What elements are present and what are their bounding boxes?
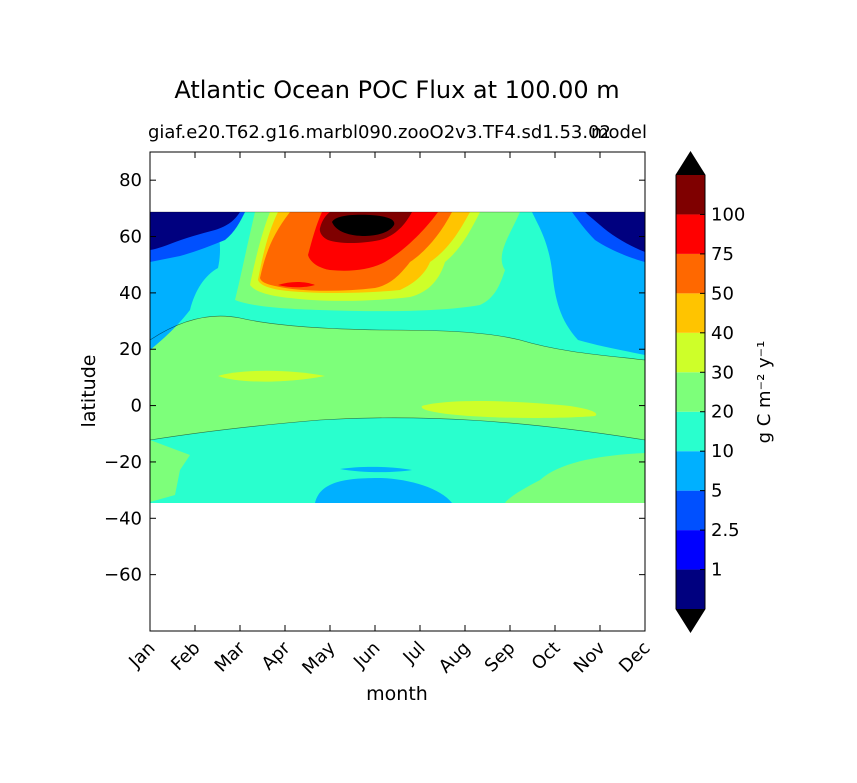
y-tick-label: −20 — [104, 452, 142, 473]
contour-yellow-equator — [421, 401, 597, 418]
colorbar-tick-label: 20 — [711, 402, 734, 423]
colorbar-tick-label: 2.5 — [711, 520, 740, 541]
y-axis: 80 60 40 20 0 −20 −40 −60 — [104, 170, 645, 586]
chart-title: Atlantic Ocean POC Flux at 100.00 m — [174, 76, 619, 104]
x-tick-label: Dec — [615, 638, 654, 677]
colorbar-bin — [676, 293, 705, 333]
colorbar-bin — [676, 490, 705, 531]
x-tick-label: Mar — [211, 637, 250, 676]
colorbar-tick-label: 50 — [711, 283, 734, 304]
colorbar-bin — [676, 530, 705, 570]
contour-navy-west — [150, 212, 240, 250]
y-tick-label: −40 — [104, 508, 142, 529]
colorbar-tick-label: 5 — [711, 481, 722, 502]
colorbar: 1 2.5 5 10 20 30 40 50 75 100 — [675, 151, 745, 633]
colorbar-bin — [676, 451, 705, 491]
contour-cyan-south — [150, 417, 645, 503]
contour-yellow-tropic — [218, 370, 325, 382]
colorbar-bin — [676, 569, 705, 609]
y-tick-label: 60 — [119, 227, 142, 248]
contour-navy-east — [585, 212, 645, 252]
y-axis-label: latitude — [78, 355, 100, 428]
x-tick-label: Apr — [258, 637, 295, 674]
colorbar-tick-label: 100 — [711, 204, 745, 225]
contour-orange-north-spot — [278, 282, 315, 288]
chart-subtitle-right: model — [591, 122, 647, 143]
colorbar-extend-max — [676, 152, 705, 175]
contour-lines — [150, 211, 645, 441]
colorbar-tick-label: 40 — [711, 323, 734, 344]
x-tick-label: Jun — [349, 638, 384, 673]
colorbar-tick-label: 1 — [711, 560, 722, 581]
x-tick-label: Nov — [570, 637, 610, 677]
plot-frame — [149, 151, 646, 632]
x-tick-label: Sep — [481, 638, 520, 677]
y-tick-label: 20 — [119, 339, 142, 360]
x-tick-label: Jul — [399, 638, 430, 669]
colorbar-bin — [676, 411, 705, 452]
contour-blue-south — [315, 478, 452, 503]
y-tick-label: 80 — [119, 170, 142, 191]
x-tick-label: Aug — [435, 638, 475, 678]
colorbar-label: g C m⁻² y⁻¹ — [754, 341, 775, 444]
colorbar-outline — [675, 151, 706, 633]
contour-max-north — [332, 214, 395, 236]
y-tick-label: −60 — [104, 565, 142, 586]
colorbar-bin — [676, 175, 705, 215]
x-tick-label: May — [298, 637, 339, 678]
chart-subtitle-left: giaf.e20.T62.g16.marbl090.zooO2v3.TF4.sd… — [148, 122, 611, 143]
x-tick-label: Feb — [167, 638, 204, 675]
contour-field — [150, 212, 645, 503]
colorbar-tick-label: 75 — [711, 244, 734, 265]
contour-blue-south-sliver — [340, 466, 412, 473]
colorbar-tick-label: 10 — [711, 441, 734, 462]
colorbar-bin — [676, 214, 705, 254]
y-tick-label: 40 — [119, 283, 142, 304]
colorbar-bin — [676, 332, 705, 373]
colorbar-tick-label: 30 — [711, 362, 734, 383]
y-tick-label: 0 — [131, 396, 142, 417]
colorbar-bin — [676, 253, 705, 294]
x-tick-label: Jan — [124, 638, 159, 673]
x-tick-label: Oct — [528, 638, 565, 675]
colorbar-bin — [676, 372, 705, 412]
x-axis-label: month — [366, 683, 428, 705]
colorbar-extend-min — [676, 609, 705, 632]
